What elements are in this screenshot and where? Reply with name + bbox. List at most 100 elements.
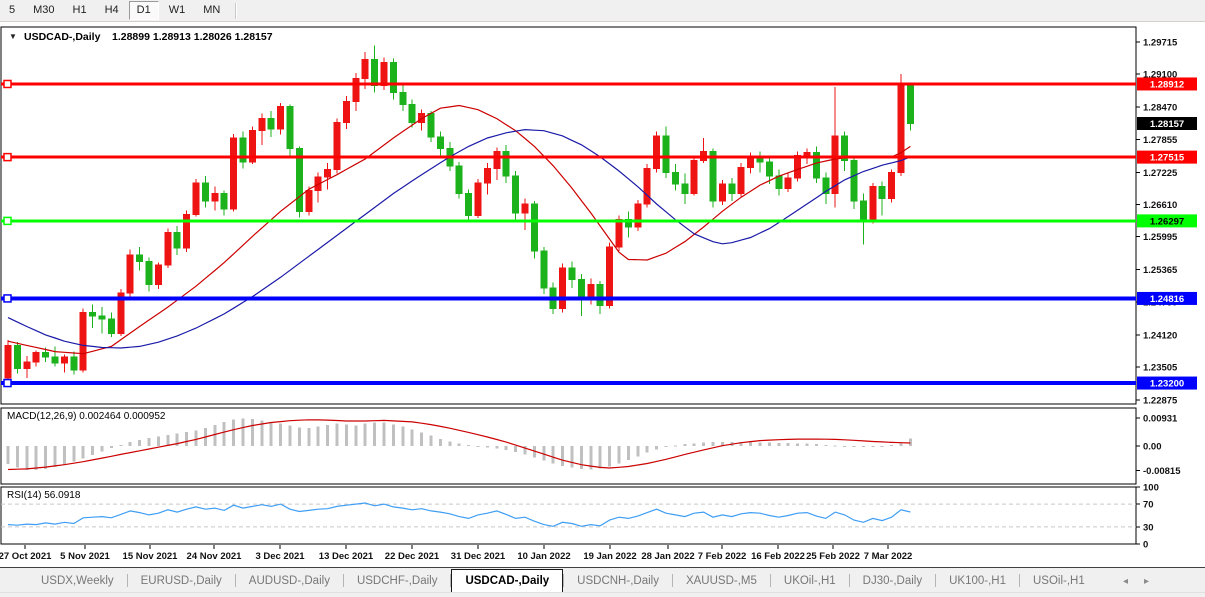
chart-tabs: USDX,Weekly EURUSD-,Daily AUDUSD-,Daily USD… [28, 569, 1098, 592]
macd-histogram-bar [269, 421, 273, 446]
timeframe-button-d1[interactable]: D1 [128, 1, 159, 20]
current-price-badge: 1.28157 [1137, 117, 1197, 131]
macd-histogram-bar [692, 443, 696, 446]
date-axis-label: 19 Jan 2022 [583, 551, 636, 562]
price-axis-label: 1.25365 [1143, 265, 1178, 276]
macd-histogram-bar [344, 424, 348, 446]
candle-bearish [455, 165, 463, 195]
price-axis-label: 1.23505 [1143, 363, 1178, 374]
candle-bearish [70, 356, 78, 371]
price-axis-label: 1.22875 [1143, 396, 1178, 407]
candle-bearish [107, 318, 115, 334]
candle-bearish [13, 344, 21, 369]
horizontal-line-1.26297[interactable]: 1.26297 [1, 214, 1197, 228]
macd-histogram-bar [673, 445, 677, 447]
macd-histogram-bar [843, 446, 847, 447]
tab-scroll-right-icon[interactable]: ▸ [1143, 576, 1165, 587]
candle-bullish [615, 219, 623, 248]
timeframe-button-h4[interactable]: H4 [104, 4, 119, 16]
chart-tab-eurusd-daily[interactable]: EURUSD-,Daily [140, 575, 222, 587]
macd-histogram-bar [222, 421, 226, 446]
macd-histogram-bar [109, 446, 113, 449]
macd-histogram-bar [363, 423, 367, 446]
current-price-badge-label: 1.28157 [1150, 119, 1184, 130]
tab-separator [671, 574, 673, 587]
horizontal-line-1.27515[interactable]: 1.27515 [1, 150, 1197, 164]
line-drag-handle[interactable] [3, 294, 12, 303]
macd-axis-label: -0.00815 [1143, 466, 1181, 477]
tab-separator [126, 574, 128, 587]
timeframe-toolbar: 5 M30 H1 H4 D1 W1 MN [0, 0, 1205, 22]
chart-tab-xauusd-m5[interactable]: XAUUSD-,M5 [685, 575, 757, 587]
macd-histogram-bar [608, 446, 612, 467]
chart-tab-usdcad-daily[interactable]: USDCAD-,Daily [451, 569, 564, 592]
line-drag-handle[interactable] [3, 152, 12, 162]
candle-bullish [690, 160, 698, 195]
price-line-badge-label: 1.24816 [1150, 294, 1184, 305]
macd-histogram-bar [551, 446, 555, 464]
candle-bullish [258, 118, 266, 132]
timeframe-button-5[interactable]: 5 [9, 4, 16, 16]
chart-dropdown-icon[interactable]: ▼ [9, 32, 17, 41]
chart-tab-ukoil-h1[interactable]: UKOil-,H1 [783, 575, 836, 587]
macd-histogram-bar [890, 445, 894, 447]
timeframe-button-w1[interactable]: W1 [168, 4, 186, 16]
candle-bullish [361, 58, 369, 79]
candle-bearish [822, 177, 830, 195]
candle-bearish [98, 315, 106, 320]
line-drag-handle[interactable] [3, 216, 12, 226]
macd-histogram-bar [175, 433, 179, 446]
chart-tab-uk100-h1[interactable]: UK100-,H1 [949, 575, 1006, 587]
candle-bullish [888, 172, 896, 200]
macd-histogram-bar [420, 432, 424, 446]
horizontal-line-1.23200[interactable]: 1.23200 [1, 376, 1197, 390]
macd-histogram-bar [786, 442, 790, 446]
line-drag-handle[interactable] [3, 79, 12, 89]
candle-bearish [136, 254, 144, 263]
candle-bullish [474, 182, 482, 217]
line-drag-handle[interactable] [3, 378, 12, 388]
candle-bearish [812, 152, 820, 179]
candle-bearish [295, 147, 303, 212]
chart-canvas[interactable]: 1.29715 1.29100 1.28470 1.27855 1.27225 1.266… [0, 21, 1205, 567]
chart-tab-audusd-daily[interactable]: AUDUSD-,Daily [248, 575, 330, 587]
candle-bearish [173, 231, 181, 249]
macd-histogram-bar [814, 444, 818, 446]
candle-bullish [305, 189, 313, 212]
price-line-badge [1137, 291, 1197, 305]
macd-histogram-bar [448, 441, 452, 446]
macd-label: MACD(12,26,9) 0.002464 0.000952 [7, 411, 166, 422]
chart-tab-usoil-h1[interactable]: USOil-,H1 [1032, 575, 1085, 587]
macd-histogram-bar [579, 446, 583, 469]
candle-bearish [540, 250, 548, 289]
chart-tab-usdchf-daily[interactable]: USDCHF-,Daily [356, 575, 438, 587]
candle-bullish [342, 100, 350, 123]
chart-tab-usdx-weekly[interactable]: USDX,Weekly [41, 575, 114, 587]
timeframe-button-m30[interactable]: M30 [33, 4, 55, 16]
candle-bullish [653, 135, 661, 169]
rsi-axis-label: 0 [1143, 540, 1148, 551]
candle-bearish [671, 172, 679, 185]
tab-scroll-left-icon[interactable]: ◂ [1122, 576, 1144, 587]
price-pane [0, 26, 1137, 405]
horizontal-line-1.28912[interactable]: 1.28912 [1, 77, 1197, 91]
tab-separator [1018, 574, 1020, 587]
ma-slow-line [7, 128, 911, 349]
chart-tab-dj30-daily[interactable]: DJ30-,Daily [862, 575, 923, 587]
macd-histogram-bar [260, 420, 264, 446]
macd-histogram-bar [194, 430, 198, 446]
rsi-axis-label: 100 [1143, 483, 1159, 494]
current-price-badge-box [1137, 117, 1197, 131]
macd-histogram-bar [391, 424, 395, 446]
candle-bullish [277, 106, 285, 130]
chart-tab-usdcnh-daily[interactable]: USDCNH-,Daily [577, 575, 659, 587]
timeframe-button-h1[interactable]: H1 [72, 4, 87, 16]
candle-bearish [662, 135, 670, 174]
horizontal-line-1.24816[interactable]: 1.24816 [1, 291, 1197, 305]
candle-bullish [333, 121, 341, 170]
timeframe-button-mn[interactable]: MN [203, 4, 221, 16]
macd-histogram-bar [495, 446, 499, 449]
candle-bullish [211, 193, 219, 202]
date-axis-label: 13 Dec 2021 [319, 551, 374, 562]
macd-histogram-bar [720, 441, 724, 446]
